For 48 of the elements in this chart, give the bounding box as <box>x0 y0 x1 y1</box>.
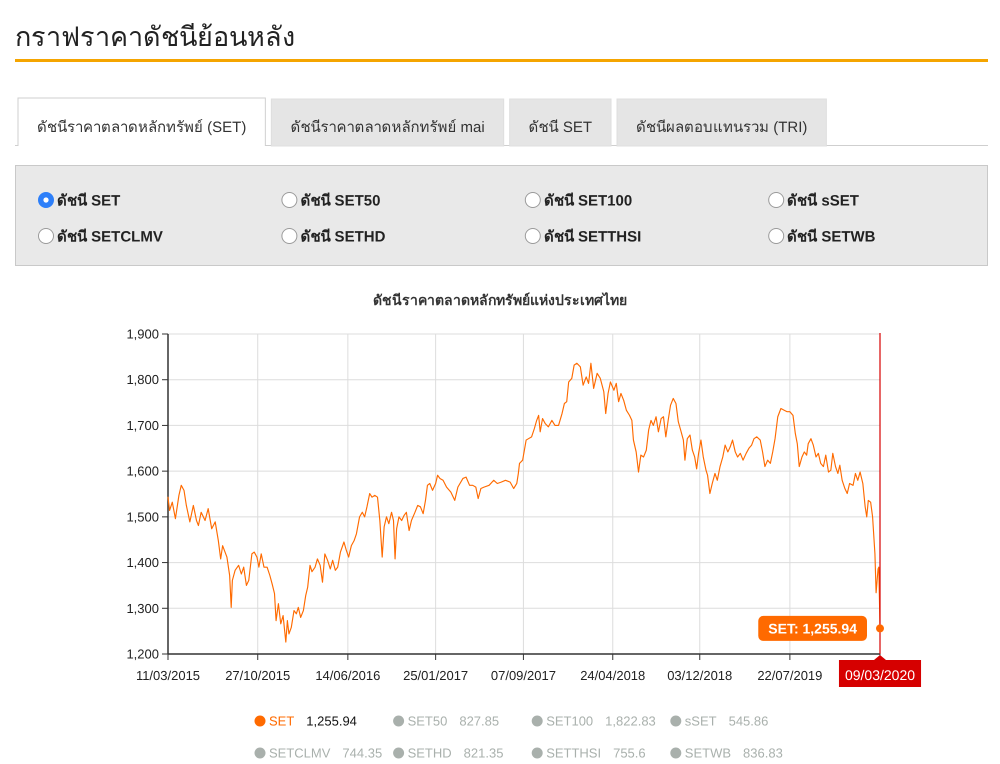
text: ดัชนีราคาตลาดหลักทรัพย์ (SET) <box>37 119 246 136</box>
y-tick-label: 1,700 <box>126 418 159 433</box>
category-label: SET50 <box>408 714 448 728</box>
x-tick-label: 24/04/2018 <box>580 668 646 683</box>
text: ดัชนีราคาตลาดหลักทรัพย์ mai <box>290 119 485 136</box>
category-label: SETWB <box>684 746 732 760</box>
text: กราฟราคาดัชนีย้อนหลัง <box>15 22 295 52</box>
x-tick-label: 14/06/2016 <box>315 668 380 683</box>
text: 1,822.83 <box>605 714 656 728</box>
y-tick-label: 1,800 <box>126 372 159 388</box>
legend-label: SET <box>269 714 294 728</box>
text: 827.85 <box>459 714 500 728</box>
x-tick-label: 03/12/2018 <box>667 668 732 683</box>
category-label: SETHD <box>408 746 452 760</box>
x-tick-label: 11/03/2015 <box>136 668 200 683</box>
text: ดัชนี SETWB <box>787 228 876 246</box>
category-label: sSET <box>684 714 717 728</box>
y-tick-label: 1,600 <box>126 464 159 479</box>
text: 545.86 <box>728 714 768 728</box>
y-tick-label: 1,200 <box>126 646 159 662</box>
category-label: SETCLMV <box>269 746 331 760</box>
text: ดัชนี SET <box>57 192 120 210</box>
text: ดัชนี SETCLMV <box>57 228 163 246</box>
ref-line-label: 09/03/2020 <box>844 667 916 683</box>
y-tick-label: 1,300 <box>126 600 159 616</box>
category-label: SETTHSI <box>546 746 602 760</box>
text: 744.35 <box>342 746 382 760</box>
text: ดัชนี SET <box>528 119 592 136</box>
text: ดัชนี SET100 <box>544 192 632 210</box>
x-tick-label: 22/07/2019 <box>757 668 822 683</box>
y-tick-label: 1,400 <box>126 555 159 570</box>
category-label: SET100 <box>546 714 594 728</box>
x-tick-label: 07/09/2017 <box>490 668 556 683</box>
y-tick-label: 1,500 <box>126 509 159 524</box>
annotation: SET: 1,255.94 <box>768 620 858 636</box>
text: ดัชนี SETTHSI <box>544 228 642 246</box>
text: ดัชนีผลตอบแทนรวม (TRI) <box>636 119 808 136</box>
text: ดัชนี sSET <box>787 192 859 210</box>
text: ดัชนี SETHD <box>300 228 386 246</box>
y-tick-label: 1,900 <box>126 326 159 342</box>
x-tick-label: 25/01/2017 <box>403 668 468 683</box>
text: ดัชนี SET50 <box>300 192 380 210</box>
chart-title: ดัชนีราคาตลาดหลักทรัพย์แห่งประเทศไทย <box>373 291 627 308</box>
text: 1,255.94 <box>306 714 357 728</box>
text: 821.35 <box>464 746 504 760</box>
x-tick-label: 27/10/2015 <box>225 668 290 683</box>
text: 836.83 <box>743 746 783 760</box>
text: 755.6 <box>613 746 646 760</box>
